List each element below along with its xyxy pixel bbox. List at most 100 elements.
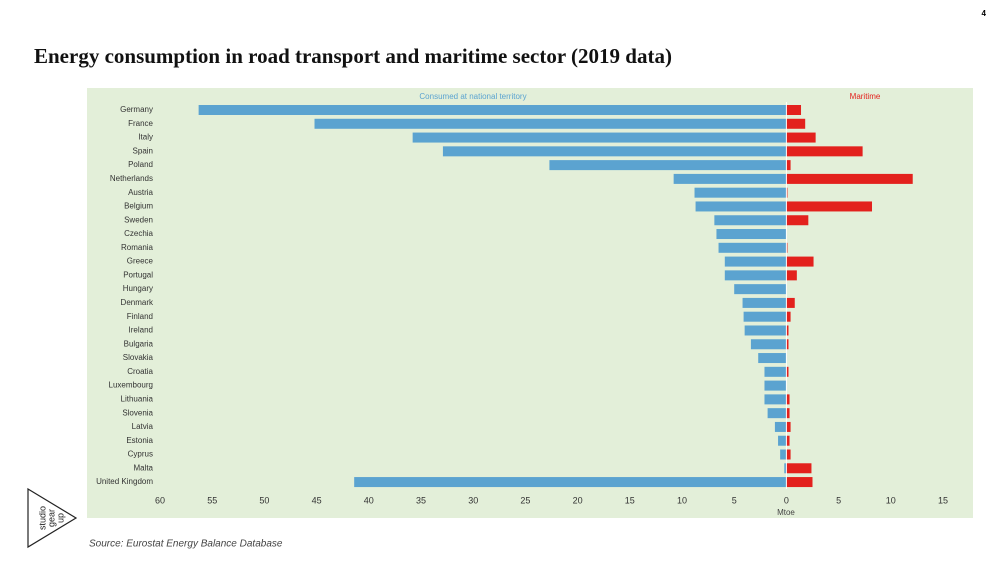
y-tick-label: France bbox=[128, 119, 153, 128]
bar bbox=[314, 118, 787, 129]
logo-text: up bbox=[55, 513, 65, 523]
bar bbox=[786, 242, 788, 253]
bar bbox=[786, 187, 788, 198]
bar bbox=[786, 366, 789, 377]
bar bbox=[786, 449, 791, 460]
logo-text: gear bbox=[46, 509, 56, 527]
x-tick-label: 45 bbox=[312, 495, 322, 505]
y-tick-label: Italy bbox=[138, 133, 153, 142]
source-note: Source: Eurostat Energy Balance Database bbox=[89, 539, 283, 550]
y-tick-label: Germany bbox=[120, 105, 153, 114]
bar bbox=[714, 215, 787, 226]
x-tick-label: 40 bbox=[364, 495, 374, 505]
y-tick-label: Finland bbox=[127, 312, 153, 321]
y-tick-label: Croatia bbox=[127, 367, 153, 376]
plot-panel bbox=[87, 88, 973, 518]
y-tick-label: Poland bbox=[128, 160, 153, 169]
y-tick-label: Slovakia bbox=[123, 353, 154, 362]
bar bbox=[694, 187, 787, 198]
bar bbox=[750, 339, 787, 350]
chart-title: Energy consumption in road transport and… bbox=[34, 44, 672, 68]
bar bbox=[786, 394, 790, 405]
bar bbox=[786, 160, 791, 171]
bar bbox=[786, 173, 913, 184]
legend-label: Consumed at national territory bbox=[419, 92, 526, 101]
bar bbox=[442, 146, 787, 157]
bar bbox=[764, 380, 787, 391]
bar bbox=[742, 297, 787, 308]
bar bbox=[786, 408, 790, 419]
bar bbox=[758, 353, 787, 364]
bar bbox=[764, 394, 787, 405]
y-tick-label: Sweden bbox=[124, 215, 153, 224]
bar bbox=[786, 270, 797, 281]
y-tick-label: United Kingdom bbox=[96, 477, 153, 486]
bar bbox=[786, 311, 791, 322]
y-tick-label: Cyprus bbox=[128, 450, 153, 459]
y-tick-label: Austria bbox=[128, 188, 153, 197]
bar bbox=[786, 325, 789, 336]
bar bbox=[716, 229, 787, 240]
bar bbox=[780, 449, 787, 460]
x-tick-label: 30 bbox=[468, 495, 478, 505]
bar bbox=[778, 435, 787, 446]
bar bbox=[718, 242, 787, 253]
x-tick-label: 60 bbox=[155, 495, 165, 505]
y-tick-label: Estonia bbox=[126, 436, 153, 445]
logo-text: studio bbox=[37, 506, 47, 530]
page-number: 4 bbox=[982, 9, 987, 18]
x-tick-label: 15 bbox=[625, 495, 635, 505]
y-tick-label: Romania bbox=[121, 243, 154, 252]
legend-label: Maritime bbox=[850, 92, 881, 101]
y-tick-label: Slovenia bbox=[122, 408, 153, 417]
y-tick-label: Greece bbox=[127, 257, 154, 266]
logo-triangle bbox=[27, 487, 78, 549]
x-tick-label: 50 bbox=[259, 495, 269, 505]
y-tick-label: Portugal bbox=[123, 270, 153, 279]
logo: studio gear up bbox=[37, 506, 65, 530]
bar bbox=[786, 297, 795, 308]
x-tick-label: 5 bbox=[836, 495, 841, 505]
bar bbox=[549, 160, 787, 171]
bar bbox=[786, 201, 873, 212]
x-tick-label: 0 bbox=[784, 495, 789, 505]
bar bbox=[786, 477, 813, 488]
x-tick-label: 5 bbox=[732, 495, 737, 505]
x-tick-label: 35 bbox=[416, 495, 426, 505]
bar bbox=[695, 201, 787, 212]
bar bbox=[786, 421, 791, 432]
y-tick-label: Luxembourg bbox=[109, 381, 153, 390]
y-tick-label: Hungary bbox=[123, 284, 153, 293]
bar bbox=[786, 105, 802, 115]
bar bbox=[786, 146, 863, 157]
x-axis-label: Mtoe bbox=[777, 508, 795, 517]
bar bbox=[734, 284, 787, 295]
y-tick-label: Denmark bbox=[121, 298, 154, 307]
bar bbox=[786, 215, 809, 226]
bar bbox=[786, 118, 806, 129]
y-tick-label: Malta bbox=[133, 463, 153, 472]
bar bbox=[767, 408, 787, 419]
y-tick-label: Bulgaria bbox=[124, 339, 154, 348]
bar bbox=[786, 256, 814, 267]
y-tick-label: Czechia bbox=[124, 229, 153, 238]
bar bbox=[764, 366, 787, 377]
y-tick-label: Latvia bbox=[132, 422, 154, 431]
bar bbox=[673, 173, 787, 184]
y-tick-label: Lithuania bbox=[121, 394, 154, 403]
bar bbox=[786, 132, 816, 143]
x-tick-label: 55 bbox=[207, 495, 217, 505]
bar bbox=[724, 270, 787, 281]
bar bbox=[784, 463, 787, 474]
bar bbox=[786, 463, 812, 474]
y-tick-label: Netherlands bbox=[110, 174, 153, 183]
bar bbox=[724, 256, 787, 267]
x-tick-label: 25 bbox=[520, 495, 530, 505]
bar bbox=[743, 311, 787, 322]
y-tick-label: Belgium bbox=[124, 202, 153, 211]
bar bbox=[412, 132, 787, 143]
x-tick-label: 10 bbox=[677, 495, 687, 505]
bar bbox=[354, 477, 787, 488]
y-tick-label: Spain bbox=[133, 146, 153, 155]
